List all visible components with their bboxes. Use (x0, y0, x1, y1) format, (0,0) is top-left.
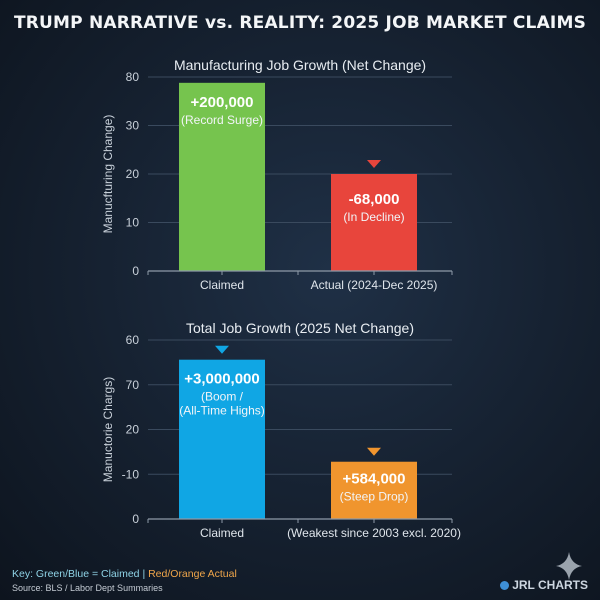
y-tick-label: 30 (126, 119, 140, 133)
value-label: +584,000 (343, 471, 406, 488)
bar (179, 82, 265, 271)
value-sublabel: (In Decline) (343, 210, 404, 224)
bar (331, 461, 417, 519)
chart-title: Total Job Growth (2025 Net Change) (186, 320, 414, 336)
value-label: +3,000,000 (184, 371, 260, 388)
marker-triangle-icon (367, 160, 381, 168)
value-label: -68,000 (349, 191, 400, 208)
y-axis-label: Manuctorie Chargs) (101, 377, 115, 482)
y-tick-label: 20 (126, 423, 140, 437)
value-sublabel: (Record Surge) (181, 113, 263, 127)
key-legend: Key: Green/Blue = Claimed | Red/Orange A… (12, 568, 237, 580)
y-tick-label: 20 (126, 167, 140, 181)
y-tick-label: 0 (132, 264, 139, 278)
key-actual: Red/Orange Actual (148, 568, 237, 580)
y-tick-label: 0 (132, 512, 139, 526)
x-tick-label: Claimed (200, 278, 244, 292)
key-claimed: Key: Green/Blue = Claimed | (12, 568, 149, 580)
bar (331, 174, 417, 271)
brand-dot-icon (500, 581, 510, 590)
y-tick-label: 10 (126, 216, 140, 230)
marker-triangle-icon (367, 447, 381, 456)
brand-logo: JRL CHARTS (500, 578, 588, 592)
source-note: Source: BLS / Labor Dept Summaries (12, 583, 163, 593)
value-sublabel: (All-Time Highs) (179, 404, 265, 418)
bar (179, 359, 265, 519)
brand-text: JRL CHARTS (512, 578, 588, 592)
value-sublabel: (Steep Drop) (340, 490, 409, 504)
value-sublabel: (Boom / (201, 390, 244, 404)
y-tick-label: 80 (126, 70, 140, 84)
chart-title: Manufacturing Job Growth (Net Change) (174, 57, 426, 73)
y-tick-label: 70 (126, 378, 140, 392)
sparkle-logo-icon (556, 552, 582, 580)
marker-triangle-icon (215, 345, 229, 354)
y-axis-label: Manucfturing Change) (101, 115, 115, 234)
x-tick-label: Claimed (200, 526, 244, 540)
y-tick-label: -10 (122, 467, 140, 481)
y-tick-label: 60 (126, 333, 140, 347)
value-label: +200,000 (191, 94, 254, 111)
x-tick-label: Actual (2024-Dec 2025) (311, 278, 438, 292)
x-tick-label: (Weakest since 2003 excl. 2020) (287, 526, 461, 540)
main-title: TRUMP NARRATIVE vs. REALITY: 2025 JOB MA… (13, 13, 587, 33)
